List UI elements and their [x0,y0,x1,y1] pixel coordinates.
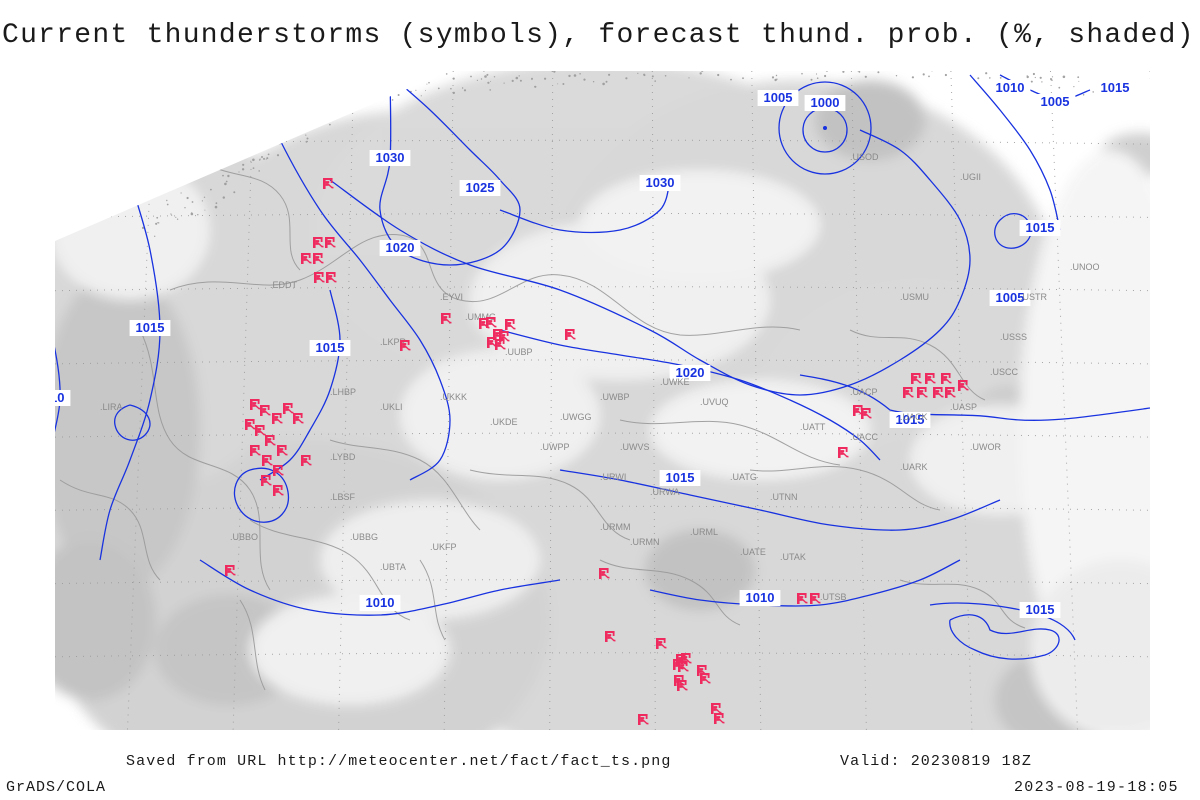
svg-text:.LHBP: .LHBP [330,387,356,397]
svg-text:.UWKE: .UWKE [660,377,690,387]
svg-text:.UATE: .UATE [740,547,766,557]
svg-text:.LBSF: .LBSF [330,492,356,502]
svg-text:.USCC: .USCC [990,367,1019,377]
svg-text:1015: 1015 [316,340,345,355]
svg-text:.UNOO: .UNOO [1070,262,1100,272]
svg-text:.UGII: .UGII [960,172,981,182]
svg-text:.UWPP: .UWPP [540,442,570,452]
svg-text:1025: 1025 [466,180,495,195]
svg-text:.USMU: .USMU [900,292,929,302]
svg-text:.UACP: .UACP [850,387,878,397]
svg-text:.USSS: .USSS [1000,332,1027,342]
svg-text:1005: 1005 [1041,94,1070,109]
svg-text:.UKKK: .UKKK [440,392,467,402]
svg-text:.LYBD: .LYBD [330,452,356,462]
svg-text:.UWVS: .UWVS [620,442,650,452]
svg-text:.UATG: .UATG [730,472,757,482]
svg-text:.UBTA: .UBTA [380,562,406,572]
svg-text:1030: 1030 [646,175,675,190]
svg-text:1010: 1010 [36,390,65,405]
svg-text:.EDDT: .EDDT [270,280,298,290]
svg-text:.UTNN: .UTNN [770,492,798,502]
svg-text:1005: 1005 [764,90,793,105]
svg-text:.UASP: .UASP [950,402,977,412]
svg-text:.URMN: .URMN [630,537,660,547]
svg-text:1015: 1015 [1026,220,1055,235]
svg-text:.UKFP: .UKFP [430,542,457,552]
svg-text:.UACK: .UACK [900,412,928,422]
svg-text:1015: 1015 [1101,80,1130,95]
svg-text:.URWI: .URWI [600,472,626,482]
svg-text:.LIRA: .LIRA [100,402,123,412]
svg-text:.USOD: .USOD [850,152,879,162]
svg-text:.UKLI: .UKLI [380,402,403,412]
svg-text:.UWBP: .UWBP [600,392,630,402]
svg-text:.UUBP: .UUBP [505,347,533,357]
svg-text:.URWA: .URWA [650,487,680,497]
svg-text:1020: 1020 [386,240,415,255]
svg-text:.UACC: .UACC [850,432,879,442]
svg-text:.UBBG: .UBBG [350,532,378,542]
svg-text:.UTAK: .UTAK [780,552,806,562]
svg-text:1015: 1015 [1026,602,1055,617]
svg-text:.USTR: .USTR [1020,292,1048,302]
svg-text:1015: 1015 [666,470,695,485]
svg-text:1010: 1010 [996,80,1025,95]
svg-text:.UVUQ: .UVUQ [700,397,729,407]
svg-text:.URMM: .URMM [600,522,631,532]
svg-text:.UBBO: .UBBO [230,532,258,542]
svg-text:1010: 1010 [746,590,775,605]
svg-text:1015: 1015 [136,320,165,335]
svg-text:.EYVI: .EYVI [440,292,463,302]
svg-text:.UTSB: .UTSB [820,592,847,602]
svg-text:.UWOR: .UWOR [970,442,1001,452]
svg-text:.UKDE: .UKDE [490,417,518,427]
svg-text:.UWGG: .UWGG [560,412,592,422]
svg-text:1030: 1030 [376,150,405,165]
svg-text:.UARK: .UARK [900,462,928,472]
svg-text:.URML: .URML [690,527,718,537]
svg-text:1000: 1000 [811,95,840,110]
svg-text:.UATT: .UATT [800,422,826,432]
svg-text:1010: 1010 [366,595,395,610]
